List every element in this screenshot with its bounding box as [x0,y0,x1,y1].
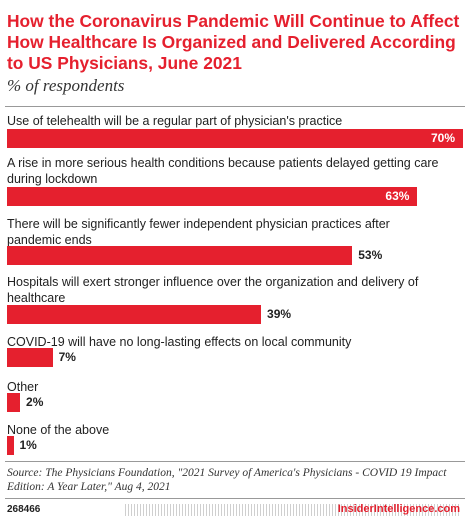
chart-title: How the Coronavirus Pandemic Will Contin… [7,11,460,73]
value-label: 63% [385,189,410,203]
category-label: A rise in more serious health conditions… [7,156,439,186]
bar [7,305,262,324]
category-label: Hospitals will exert stronger influence … [7,275,419,305]
category-label: None of the above [7,423,110,437]
value-label: 7% [58,350,76,364]
top-divider [5,106,465,107]
value-label: 2% [26,395,44,409]
footer-divider [5,498,465,499]
source-note: Source: The Physicians Foundation, "2021… [7,467,447,493]
bar [7,436,14,455]
category-label: Use of telehealth will be a regular part… [7,114,343,128]
brand-logo: InsiderIntelligence.com [337,503,460,515]
category-label: COVID-19 will have no long-lasting effec… [7,335,352,349]
bar [7,129,463,148]
bar [7,393,21,412]
bar [7,246,353,265]
category-label: Other [7,380,39,394]
chart-id: 268466 [7,504,41,515]
value-label: 53% [358,248,383,262]
bar [7,187,418,206]
footer-pattern [125,504,460,516]
category-label: There will be significantly fewer indepe… [7,217,390,247]
chart-subtitle: % of respondents [7,76,125,95]
value-label: 70% [431,131,456,145]
value-label: 39% [267,307,292,321]
value-label: 1% [19,438,37,452]
bottom-divider [5,461,465,462]
bar [7,348,53,367]
